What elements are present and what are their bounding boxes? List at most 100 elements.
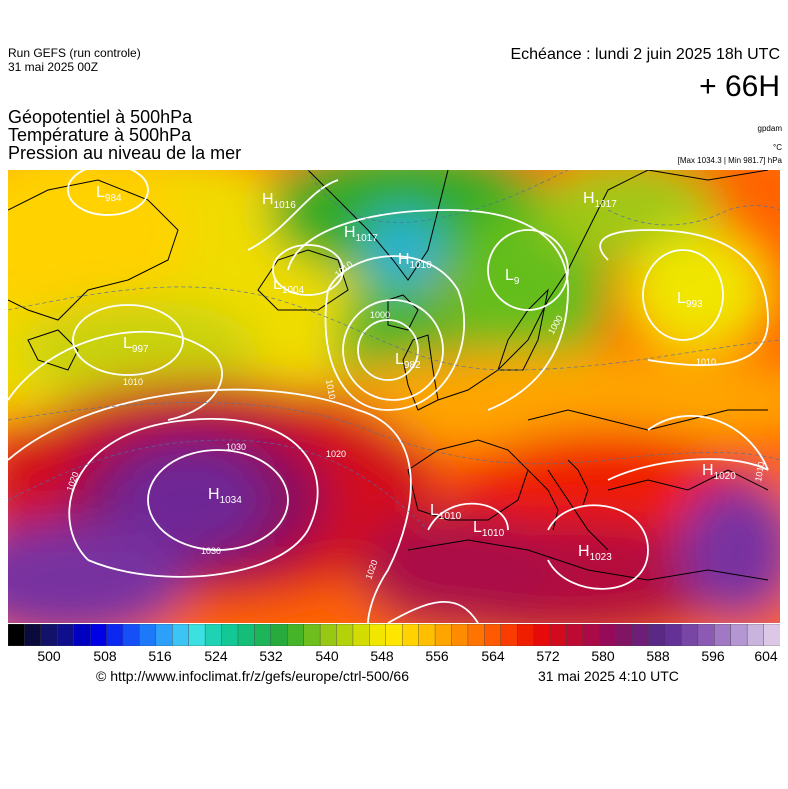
low-pressure-center: L993 [677, 290, 703, 310]
colorbar-swatch [434, 624, 452, 646]
colorbar-swatch [8, 624, 25, 646]
lead-time: + 66H [699, 70, 780, 103]
colorbar-swatch [681, 624, 699, 646]
colorbar-swatch [336, 624, 354, 646]
colorbar-tick-label: 556 [425, 648, 449, 664]
title-pressure: Pression au niveau de la mer [8, 143, 242, 163]
colorbar-swatch [697, 624, 715, 646]
unit-geopotential: gpdam [757, 124, 782, 133]
pressure-centers: L984 H1016 H1017 L1004 H1010 L997 L982 L9 H1017 L… [96, 184, 736, 563]
colorbar-swatch [451, 624, 469, 646]
colorbar-swatch [221, 624, 239, 646]
low-pressure-center: L9 [505, 267, 520, 287]
colorbar-tick-label: 532 [259, 648, 283, 664]
low-pressure-center: L997 [123, 335, 149, 355]
colorbar-swatch [402, 624, 420, 646]
colorbar-swatch [57, 624, 75, 646]
colorbar-swatch [204, 624, 223, 646]
colorbar-tick-label: 500 [37, 648, 61, 664]
colorbar-swatch [631, 624, 650, 646]
colorbar-swatch [352, 624, 370, 646]
source-credit: © http://www.infoclimat.fr/z/gefs/europe… [96, 668, 410, 684]
colorbar-swatch [648, 624, 666, 646]
colorbar-swatch [24, 624, 42, 646]
colorbar-tick-label: 588 [646, 648, 670, 664]
colorbar-swatch [122, 624, 140, 646]
colorbar-swatch [155, 624, 173, 646]
low-pressure-center: L984 [96, 184, 122, 204]
colorbar-swatch [319, 624, 338, 646]
colorbar-swatch [516, 624, 535, 646]
colorbar-swatch [467, 624, 485, 646]
colorbar-swatch [385, 624, 403, 646]
high-pressure-center: H1010 [398, 251, 432, 271]
unit-temperature: °C [773, 143, 782, 152]
colorbar-swatch [484, 624, 502, 646]
colorbar-swatch [237, 624, 255, 646]
colorbar-swatch [746, 624, 765, 646]
colorbar-tick-label: 564 [481, 648, 505, 664]
high-pressure-center: H1034 [208, 486, 242, 506]
isobar-label: 1010 [696, 357, 716, 367]
colorbar-tick-label: 524 [204, 648, 228, 664]
run-info: Run GEFS (run controle) 31 mai 2025 00Z [8, 46, 141, 74]
isobar-label: 1000 [370, 310, 390, 320]
colorbar-swatch [139, 624, 157, 646]
run-date: 31 mai 2025 00Z [8, 60, 99, 74]
colorbar-tick-label: 508 [93, 648, 117, 664]
colorbar-tick-label: 580 [591, 648, 615, 664]
colorbar-swatch [763, 624, 780, 646]
temperature-contours [8, 170, 780, 531]
isobar-label: 1010 [753, 461, 766, 482]
colorbar-swatch [664, 624, 682, 646]
isobar-label: 1020 [326, 449, 346, 459]
colorbar-swatch [599, 624, 617, 646]
high-pressure-center: H1016 [262, 191, 296, 211]
isobar-label: 1030 [226, 442, 246, 452]
colorbar-tick-label: 548 [370, 648, 394, 664]
generated-time: 31 mai 2025 4:10 UTC [538, 668, 679, 684]
colorbar-swatch [615, 624, 633, 646]
colorbar-swatch [566, 624, 584, 646]
high-pressure-center: H1020 [702, 462, 736, 482]
colorbar-swatch [73, 624, 91, 646]
high-pressure-center: H1023 [578, 543, 612, 563]
title-temperature: Température à 500hPa [8, 125, 192, 145]
colorbar-swatch [89, 624, 108, 646]
title-geopotential: Géopotentiel à 500hPa [8, 107, 193, 127]
low-pressure-center: L1010 [473, 519, 505, 539]
isobars [8, 170, 769, 623]
colorbar-swatch [172, 624, 190, 646]
colorbar-swatch [254, 624, 272, 646]
colorbar-swatch [714, 624, 732, 646]
low-pressure-center: L1010 [430, 502, 462, 522]
colorbar-swatch [533, 624, 551, 646]
colorbar-tick-label: 596 [701, 648, 725, 664]
colorbar-swatch [287, 624, 305, 646]
colorbar-swatch [270, 624, 288, 646]
isobar-label: 1010 [324, 379, 337, 400]
colorbar-swatch [500, 624, 518, 646]
colorbar-swatch [40, 624, 58, 646]
colorbar-swatch [418, 624, 436, 646]
colorbar-tick-label: 540 [315, 648, 339, 664]
map-titles: Géopotentiel à 500hPa Température à 500h… [8, 108, 241, 162]
colorbar-tick-label: 572 [536, 648, 560, 664]
low-pressure-center: L1004 [273, 276, 305, 296]
valid-time: Echéance : lundi 2 juin 2025 18h UTC [510, 46, 780, 63]
colorbar-swatch [188, 624, 206, 646]
weather-map: 1030 1030 1020 1020 1020 1010 1010 1010 … [8, 170, 780, 623]
low-pressure-center: L982 [395, 351, 421, 371]
temperature-field [8, 170, 780, 623]
colorbar-swatch [582, 624, 600, 646]
colorbar-swatch [549, 624, 567, 646]
colorbar-swatch [106, 624, 124, 646]
run-name: Run GEFS (run controle) [8, 46, 141, 60]
colorbar-swatch [730, 624, 748, 646]
colorbar-swatch [369, 624, 387, 646]
colorbar-swatch [303, 624, 321, 646]
isobar-label: 1010 [123, 377, 143, 387]
unit-pressure: [Max 1034.3 | Min 981.7] hPa [677, 156, 782, 165]
colorbar-tick-label: 604 [754, 648, 778, 664]
colorbar [8, 624, 780, 646]
